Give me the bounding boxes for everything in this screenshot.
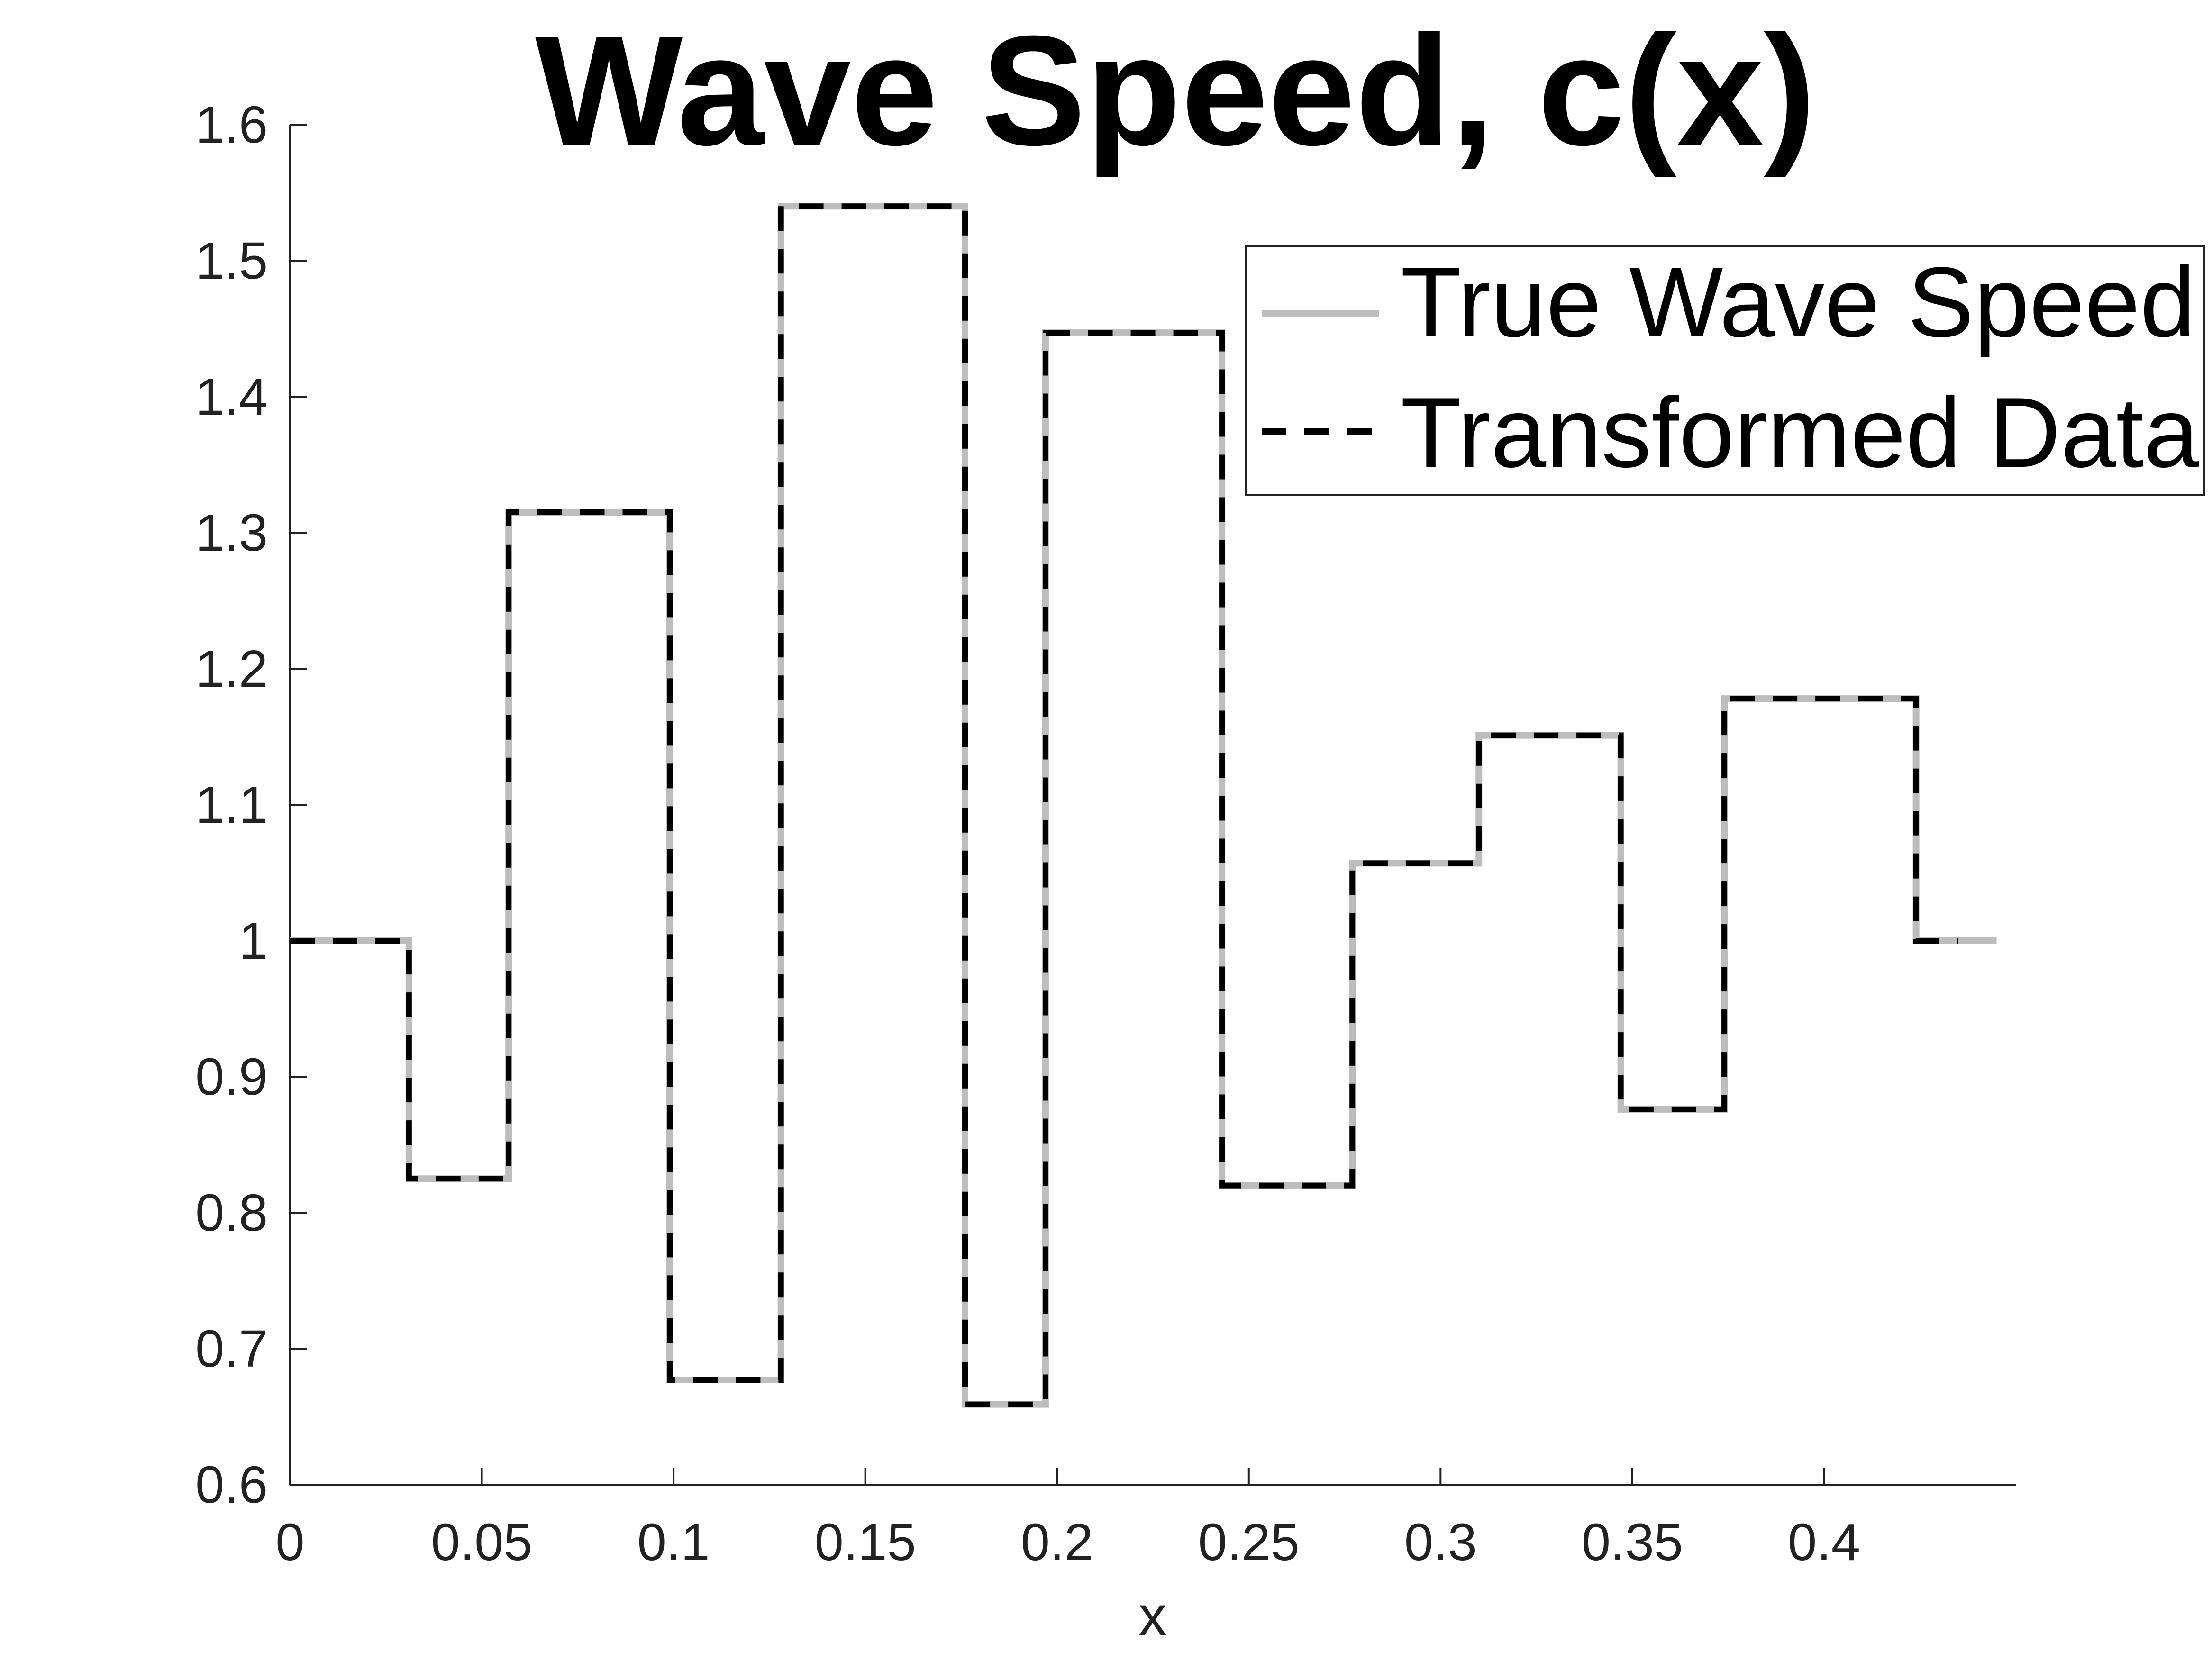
x-axis-ticks: 0 0.05 0.1 0.15 0.2 0.25 0.3 0.35 0.4 — [275, 1468, 1860, 1571]
x-tick-label: 0.05 — [431, 1513, 533, 1571]
x-tick-label: 0.3 — [1404, 1513, 1477, 1571]
series-transformed-data-line — [290, 203, 1958, 1407]
y-tick-label: 0.6 — [195, 1456, 268, 1514]
x-tick-label: 0.4 — [1788, 1513, 1860, 1571]
x-tick-label: 0.1 — [637, 1513, 710, 1571]
plot-area: 0 0.05 0.1 0.15 0.2 0.25 0.3 0.35 0.4 0.60.70.80… — [195, 96, 2016, 1647]
x-axis-label: x — [1139, 1585, 1167, 1647]
x-tick-label: 0 — [275, 1513, 304, 1571]
x-tick-label: 0.35 — [1582, 1513, 1683, 1571]
y-tick-label: 1 — [239, 912, 268, 970]
legend-box — [1245, 245, 2205, 496]
y-tick-label: 1.3 — [195, 504, 268, 562]
chart-title: Wave Speed, c(x) — [535, 3, 1816, 179]
y-tick-label: 0.7 — [195, 1320, 268, 1378]
legend-label-true-wave-speed: True Wave Speed — [1401, 246, 2195, 358]
y-tick-label: 0.8 — [195, 1184, 268, 1242]
y-tick-label: 1.4 — [195, 368, 268, 426]
y-tick-label: 1.6 — [195, 96, 268, 154]
series-layer — [290, 203, 1997, 1408]
y-axis-ticks: 0.6 0.7 0.8 0.9 1 1.1 1.2 1.3 1.4 1.5 1.6 — [195, 96, 307, 1514]
legend: True Wave Speed Transformed Data — [1245, 245, 2205, 496]
x-tick-label: 0.2 — [1021, 1513, 1093, 1571]
x-tick-label: 0.25 — [1198, 1513, 1300, 1571]
legend-label-transformed-data: Transformed Data — [1401, 377, 2199, 488]
y-tick-label: 1.1 — [195, 776, 268, 834]
x-tick-label: 0.15 — [815, 1513, 916, 1571]
y-tick-label: 1.5 — [195, 232, 268, 290]
y-tick-label: 1.2 — [195, 640, 268, 698]
y-tick-label: 0.9 — [195, 1048, 268, 1106]
